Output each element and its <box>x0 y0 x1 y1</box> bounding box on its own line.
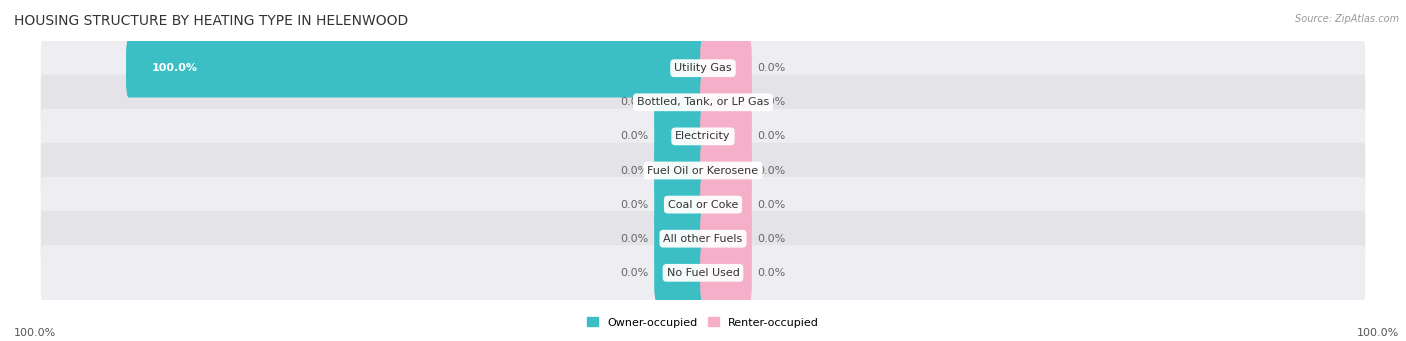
FancyBboxPatch shape <box>700 243 752 302</box>
FancyBboxPatch shape <box>41 109 1365 164</box>
Text: 0.0%: 0.0% <box>758 97 786 107</box>
Text: 0.0%: 0.0% <box>758 268 786 278</box>
FancyBboxPatch shape <box>41 245 1365 300</box>
Text: Utility Gas: Utility Gas <box>675 63 731 73</box>
Text: 0.0%: 0.0% <box>758 199 786 210</box>
Legend: Owner-occupied, Renter-occupied: Owner-occupied, Renter-occupied <box>582 313 824 332</box>
Text: All other Fuels: All other Fuels <box>664 234 742 244</box>
Text: 0.0%: 0.0% <box>620 165 648 176</box>
Text: 100.0%: 100.0% <box>14 328 56 338</box>
FancyBboxPatch shape <box>654 141 706 200</box>
FancyBboxPatch shape <box>654 175 706 234</box>
Text: 0.0%: 0.0% <box>620 97 648 107</box>
Text: Coal or Coke: Coal or Coke <box>668 199 738 210</box>
FancyBboxPatch shape <box>700 141 752 200</box>
FancyBboxPatch shape <box>41 41 1365 96</box>
Text: 0.0%: 0.0% <box>620 199 648 210</box>
FancyBboxPatch shape <box>41 211 1365 266</box>
Text: 0.0%: 0.0% <box>758 234 786 244</box>
FancyBboxPatch shape <box>700 107 752 166</box>
Text: 0.0%: 0.0% <box>620 131 648 142</box>
Text: No Fuel Used: No Fuel Used <box>666 268 740 278</box>
FancyBboxPatch shape <box>700 175 752 234</box>
FancyBboxPatch shape <box>654 209 706 268</box>
Text: 100.0%: 100.0% <box>152 63 198 73</box>
FancyBboxPatch shape <box>700 39 752 98</box>
Text: 0.0%: 0.0% <box>758 165 786 176</box>
Text: Fuel Oil or Kerosene: Fuel Oil or Kerosene <box>647 165 759 176</box>
Text: Electricity: Electricity <box>675 131 731 142</box>
Text: Bottled, Tank, or LP Gas: Bottled, Tank, or LP Gas <box>637 97 769 107</box>
FancyBboxPatch shape <box>41 177 1365 232</box>
FancyBboxPatch shape <box>700 209 752 268</box>
Text: 0.0%: 0.0% <box>620 268 648 278</box>
FancyBboxPatch shape <box>41 143 1365 198</box>
Text: 0.0%: 0.0% <box>758 63 786 73</box>
Text: 100.0%: 100.0% <box>1357 328 1399 338</box>
Text: HOUSING STRUCTURE BY HEATING TYPE IN HELENWOOD: HOUSING STRUCTURE BY HEATING TYPE IN HEL… <box>14 14 408 28</box>
Text: Source: ZipAtlas.com: Source: ZipAtlas.com <box>1295 14 1399 24</box>
FancyBboxPatch shape <box>41 75 1365 130</box>
FancyBboxPatch shape <box>700 73 752 132</box>
Text: 0.0%: 0.0% <box>758 131 786 142</box>
FancyBboxPatch shape <box>127 39 706 98</box>
FancyBboxPatch shape <box>654 73 706 132</box>
FancyBboxPatch shape <box>654 243 706 302</box>
Text: 0.0%: 0.0% <box>620 234 648 244</box>
FancyBboxPatch shape <box>654 107 706 166</box>
